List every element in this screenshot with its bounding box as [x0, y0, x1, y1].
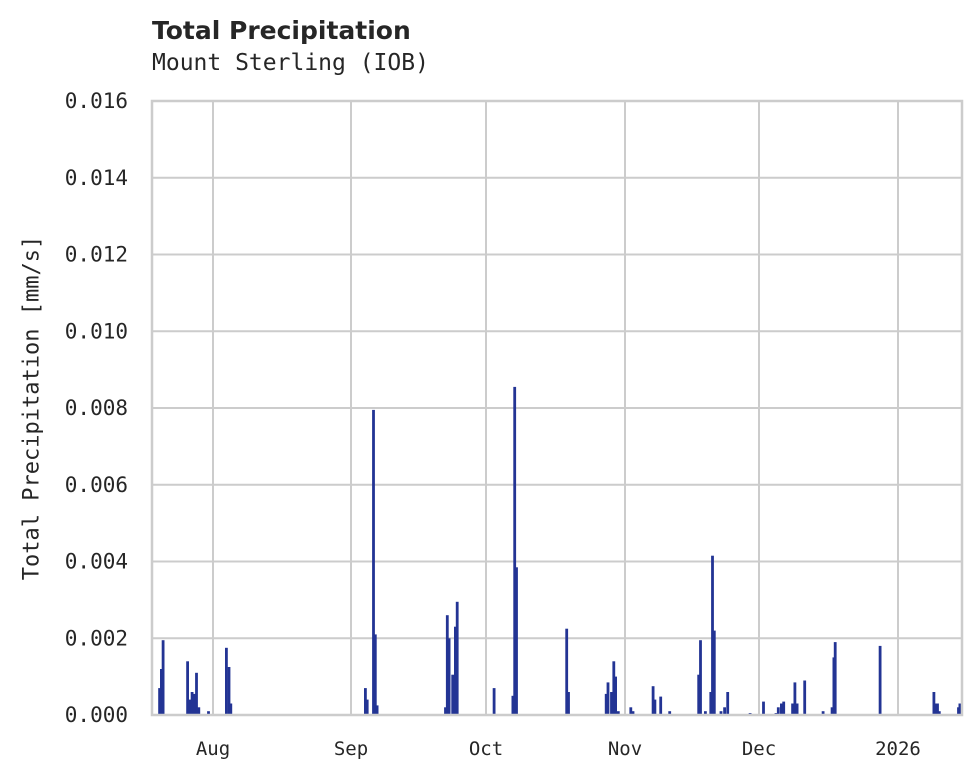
precip-bar — [567, 692, 570, 715]
chart-title: Total Precipitation — [152, 16, 411, 45]
y-tick-label: 0.004 — [65, 550, 128, 574]
chart-subtitle: Mount Sterling (IOB) — [152, 50, 429, 76]
x-tick-label: Sep — [334, 738, 368, 760]
x-axis-ticks: Aug Sep Oct Nov Dec 2026 — [196, 738, 921, 760]
precip-bar — [229, 703, 233, 715]
precip-bar — [793, 682, 797, 715]
y-tick-label: 0.014 — [65, 166, 128, 190]
precip-bar — [511, 695, 515, 715]
plot-frame — [150, 99, 964, 717]
precip-bar — [958, 703, 962, 715]
precip-bar — [830, 707, 834, 715]
y-tick-label: 0.016 — [65, 89, 128, 113]
precip-bar — [188, 699, 192, 715]
precip-bar — [160, 669, 163, 715]
precip-bar — [726, 692, 730, 715]
precip-bar — [791, 703, 794, 715]
x-tick-label: Aug — [196, 738, 230, 760]
y-tick-label: 0.006 — [65, 473, 128, 497]
precip-bar — [492, 688, 496, 715]
precip-bar — [455, 601, 459, 715]
y-tick-label: 0.010 — [65, 319, 128, 343]
x-tick-label: Nov — [608, 738, 642, 760]
precip-bar — [375, 705, 379, 715]
precip-bar — [373, 634, 377, 715]
precip-bar — [606, 682, 610, 715]
precip-bar — [782, 701, 786, 715]
y-tick-label: 0.008 — [65, 396, 128, 420]
precip-bar — [190, 692, 194, 715]
precip-bar — [795, 703, 799, 715]
precip-bar — [762, 701, 765, 715]
precip-bar — [699, 640, 702, 715]
precip-bar — [225, 647, 228, 715]
precip-bar — [444, 707, 447, 715]
precip-bar — [515, 567, 518, 715]
precip-bar — [192, 693, 196, 715]
precip-bar — [651, 686, 655, 715]
y-axis-ticks: 0.000 0.002 0.004 0.006 0.008 0.010 0.012 0.014… — [65, 89, 128, 727]
precip-bar — [821, 711, 825, 715]
precip-bar — [934, 703, 938, 715]
precip-bar — [565, 628, 569, 715]
precip-bar — [445, 615, 449, 715]
gridlines — [152, 100, 962, 716]
precip-bar — [186, 661, 189, 715]
precip-bar — [712, 630, 716, 715]
precip-bar — [612, 661, 616, 715]
precip-bar — [616, 711, 620, 715]
precip-bar — [195, 672, 198, 715]
precip-bar — [936, 703, 939, 715]
precipitation-bars — [158, 386, 962, 716]
precip-bar — [451, 674, 455, 715]
precip-bar — [833, 642, 837, 715]
precip-bar — [723, 707, 726, 715]
x-tick-label: Dec — [742, 738, 776, 760]
precip-bar — [697, 674, 701, 715]
precip-bar — [158, 688, 161, 715]
precip-bar — [513, 386, 517, 715]
precip-bar — [454, 626, 457, 715]
precip-bar — [704, 711, 707, 715]
precip-bar — [631, 711, 635, 715]
precip-bar — [372, 409, 375, 715]
y-tick-label: 0.012 — [65, 243, 128, 267]
precip-bar — [668, 711, 672, 715]
precip-bar — [780, 703, 783, 715]
y-tick-label: 0.002 — [65, 626, 128, 650]
precip-bar — [932, 692, 936, 715]
precip-bar — [161, 640, 165, 715]
precip-bar — [227, 667, 231, 715]
precip-bar — [207, 711, 210, 715]
precip-bar — [709, 692, 713, 715]
precip-bar — [659, 696, 663, 715]
precip-bar — [711, 555, 714, 715]
precip-bar — [629, 707, 633, 715]
precip-bar — [364, 688, 367, 715]
precip-bar — [614, 676, 617, 715]
precip-bar — [937, 711, 941, 715]
precip-bar — [365, 699, 369, 715]
precip-bar — [447, 638, 451, 716]
x-tick-label: 2026 — [875, 738, 921, 760]
precip-bar — [197, 707, 201, 715]
precip-bar — [776, 707, 780, 715]
y-tick-label: 0.000 — [65, 703, 128, 727]
precip-bar — [653, 699, 657, 715]
precip-bar — [719, 711, 723, 715]
precip-bar — [610, 692, 613, 715]
precip-bar — [878, 645, 882, 715]
precip-bar — [604, 693, 608, 715]
precip-bar — [803, 680, 807, 715]
x-tick-label: Oct — [469, 738, 503, 760]
